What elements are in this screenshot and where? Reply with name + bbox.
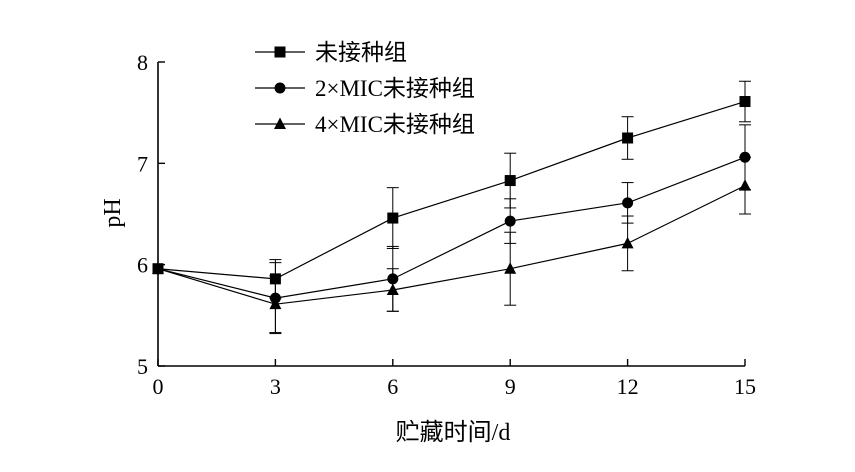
y-tick-label: 7 <box>137 151 148 176</box>
axes: 0 3 6 9 12 15 5 6 7 8 <box>137 50 756 399</box>
legend-marker <box>274 46 286 58</box>
data-point <box>504 215 516 227</box>
series-line <box>157 156 746 299</box>
legend-label: 4×MIC未接种组 <box>315 112 475 137</box>
x-axis-title: 贮藏时间/d <box>396 419 511 446</box>
series-line <box>157 100 746 280</box>
y-tick-label: 6 <box>137 253 148 278</box>
series-3 <box>152 156 751 334</box>
data-point <box>504 262 517 274</box>
legend-marker <box>274 82 286 94</box>
data-point <box>622 132 634 144</box>
data-point <box>504 175 516 187</box>
y-axis-title: pH <box>100 198 126 227</box>
data-point <box>622 197 634 209</box>
y-tick-label: 8 <box>137 50 148 75</box>
legend-item-2: 2×MIC未接种组 <box>255 76 475 101</box>
legend-label: 2×MIC未接种组 <box>315 76 475 101</box>
data-point <box>739 96 751 108</box>
data-point <box>739 179 751 191</box>
data-point <box>621 236 634 249</box>
y-tick-label: 5 <box>137 354 148 379</box>
x-tick-label: 6 <box>387 374 398 399</box>
x-tick-label: 12 <box>617 374 639 399</box>
data-point <box>386 283 399 295</box>
x-tick-label: 0 <box>153 374 164 399</box>
legend-item-1: 未接种组 <box>255 40 407 65</box>
data-point <box>269 297 282 310</box>
series-2 <box>152 124 751 335</box>
x-tick-label: 3 <box>270 374 281 399</box>
x-tick-label: 9 <box>505 374 516 399</box>
series-layer <box>152 80 751 335</box>
series-line <box>157 185 746 305</box>
x-tick-label: 15 <box>734 374 756 399</box>
legend-marker <box>274 117 286 129</box>
legend: 未接种组 2×MIC未接种组 4×MIC未接种组 <box>255 40 475 137</box>
data-point <box>387 212 399 224</box>
data-point <box>152 262 164 274</box>
legend-item-3: 4×MIC未接种组 <box>255 112 475 137</box>
legend-label: 未接种组 <box>315 40 407 65</box>
